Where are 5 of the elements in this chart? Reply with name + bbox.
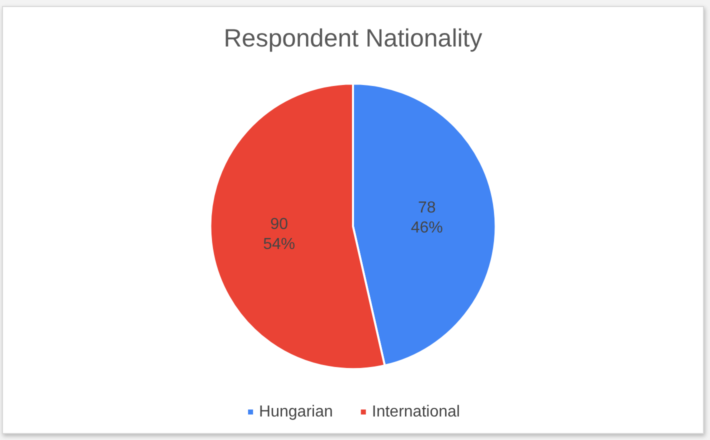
legend-label: International — [372, 404, 460, 420]
data-label: 78 46% — [410, 200, 443, 237]
legend-label: Hungarian — [259, 404, 333, 420]
data-label: 90 54% — [263, 216, 296, 254]
chart-title: Respondent Nationality — [224, 24, 483, 52]
